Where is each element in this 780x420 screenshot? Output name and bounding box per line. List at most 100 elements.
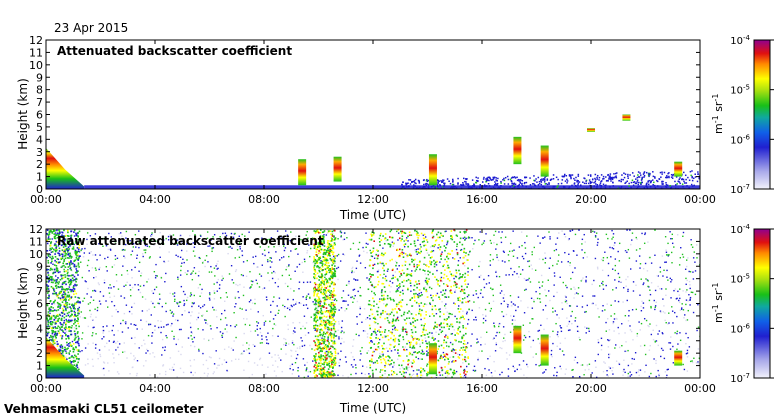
x-tick-label: 00:00 [684, 193, 716, 206]
noisy-column-speck [60, 323, 62, 326]
noise-speck [149, 353, 151, 355]
noisy-column-speck [71, 288, 73, 291]
noise-speck [183, 261, 185, 264]
noise-speck [548, 267, 551, 269]
noise-speck [517, 296, 520, 298]
noise-speck [213, 309, 215, 311]
noisy-column-speck [61, 335, 64, 337]
noise-speck [140, 272, 143, 274]
noisy-column-speck [51, 321, 54, 323]
noise-speck [459, 249, 462, 252]
noise-speck [561, 350, 564, 352]
noise-speck [320, 260, 322, 262]
noise-speck [67, 269, 69, 271]
noise-speck [360, 295, 362, 297]
noisy-column-speck [334, 354, 337, 357]
noisy-column-speck [326, 295, 329, 298]
noise-speck [602, 280, 604, 283]
noisy-column-speck [74, 338, 76, 340]
noisy-column-speck [327, 370, 330, 373]
noisy-column-speck [68, 294, 71, 297]
noise-speck [208, 292, 211, 294]
haze-speck [409, 183, 412, 185]
noise-speck [325, 234, 328, 236]
noise-speck [519, 273, 522, 275]
noise-speck [55, 275, 57, 277]
noise-speck [78, 306, 81, 309]
noise-speck [144, 244, 147, 247]
noisy-column-speck [331, 268, 334, 270]
noise-speck [411, 336, 414, 338]
noisy-column-speck [64, 304, 67, 307]
cloud-mark [674, 161, 683, 177]
noisy-column-speck [316, 295, 318, 297]
noise-speck [556, 371, 558, 374]
noisy-column-speck [49, 275, 52, 278]
noisy-column-speck [73, 306, 76, 308]
noise-speck [681, 307, 683, 309]
noise-speck [338, 309, 340, 311]
haze-speck [623, 172, 625, 174]
haze-speck [569, 175, 572, 177]
surface-band-mark [84, 185, 700, 189]
haze-speck [627, 175, 629, 178]
noise-speck [671, 233, 674, 236]
noise-speck [123, 244, 125, 247]
noise-speck [102, 295, 105, 297]
noise-speck [685, 352, 688, 355]
noise-speck [267, 332, 269, 334]
noisy-column-speck [46, 269, 48, 271]
haze-speck [654, 187, 657, 189]
noise-speck [326, 298, 328, 301]
noise-speck [110, 236, 112, 238]
noisy-column-speck [46, 280, 48, 283]
noisy-column-speck [317, 365, 319, 368]
noise-speck [221, 363, 223, 366]
noise-speck [510, 267, 512, 270]
noise-speck [173, 292, 176, 294]
noise-speck [382, 277, 384, 279]
noise-speck [398, 265, 400, 267]
noise-speck [258, 286, 261, 288]
haze-speck [416, 186, 418, 189]
noise-speck [199, 307, 202, 309]
noise-speck [465, 343, 468, 345]
haze-speck [448, 180, 450, 183]
noise-speck [297, 253, 299, 255]
noise-speck [198, 305, 200, 307]
haze-speck [462, 183, 465, 186]
haze-speck [497, 187, 499, 189]
noise-speck [532, 356, 534, 358]
noise-speck [523, 374, 525, 376]
haze-speck [461, 184, 463, 187]
noisy-column-speck [78, 297, 81, 299]
noisy-column-speck [313, 292, 316, 294]
haze-speck [598, 176, 601, 179]
haze-speck [607, 180, 609, 182]
noisy-column-speck [330, 272, 333, 275]
noise-speck [309, 297, 311, 299]
noisy-column-speck [59, 297, 62, 300]
noise-speck [685, 277, 687, 280]
noise-speck [68, 299, 70, 301]
haze-speck [627, 173, 629, 176]
noise-speck [493, 234, 495, 236]
noise-speck [203, 372, 206, 374]
haze-speck [566, 178, 568, 181]
noisy-column-speck [316, 330, 318, 332]
noise-speck [493, 360, 495, 363]
noisy-column-speck [318, 362, 320, 365]
noise-speck [609, 339, 612, 341]
noise-speck [408, 366, 410, 369]
haze-speck [424, 183, 427, 185]
noisy-column-speck [314, 274, 317, 276]
noise-speck [445, 303, 447, 305]
noisy-column-speck [52, 309, 55, 312]
noisy-column-speck [64, 296, 67, 298]
noise-speck [235, 324, 238, 326]
noise-speck [218, 287, 221, 290]
noise-speck [343, 332, 345, 335]
noisy-column-speck [330, 372, 332, 374]
noise-speck [604, 251, 606, 253]
noise-speck [151, 331, 154, 334]
